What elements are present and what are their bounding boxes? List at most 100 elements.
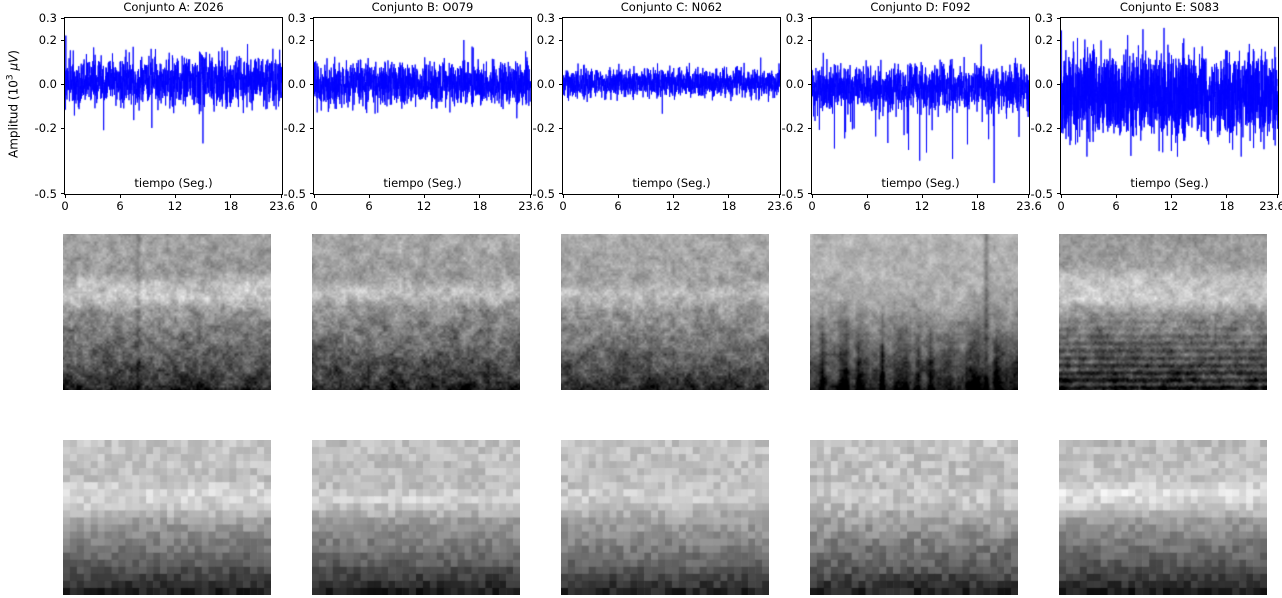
- x-tick-mark: [922, 194, 923, 198]
- y-tick-mark: [61, 128, 65, 129]
- x-tick-label: 23.6: [1259, 199, 1282, 213]
- y-tick-label: 0.2: [785, 33, 804, 47]
- x-axis-label: tiempo (Seg.): [632, 176, 711, 190]
- subplot-panel: Conjunto B: O079 tiempo (Seg.) 0.3 0.2 0…: [284, 0, 544, 595]
- coarse-spectrogram-canvas: [810, 440, 1018, 595]
- y-tick-mark: [61, 18, 65, 19]
- coarse-spectrogram-image: [1059, 440, 1267, 595]
- x-tick-label: 23.6: [767, 199, 793, 213]
- spectrogram-image: [63, 234, 271, 390]
- y-tick-label: -0.5: [283, 187, 306, 201]
- x-tick-mark: [1171, 194, 1172, 198]
- y-tick-mark: [61, 193, 65, 194]
- y-tick-mark: [808, 40, 812, 41]
- x-tick-mark: [779, 194, 780, 198]
- y-tick-mark: [310, 18, 314, 19]
- y-tick-mark: [310, 193, 314, 194]
- y-tick-mark: [808, 84, 812, 85]
- x-axis-label: tiempo (Seg.): [1130, 176, 1209, 190]
- coarse-spectrogram-image: [312, 440, 520, 595]
- x-tick-mark: [281, 194, 282, 198]
- y-tick-label: -0.2: [532, 121, 555, 135]
- coarse-spectrogram-image: [63, 440, 271, 595]
- y-axis-label: Amplitud (103 μV): [6, 50, 21, 158]
- x-tick-mark: [230, 194, 231, 198]
- y-tick-mark: [559, 40, 563, 41]
- x-tick-label: 18: [472, 199, 488, 213]
- x-tick-mark: [867, 194, 868, 198]
- x-tick-label: 18: [721, 199, 737, 213]
- y-tick-label: 0.3: [287, 11, 306, 25]
- x-axis-label: tiempo (Seg.): [383, 176, 462, 190]
- spectrogram-image: [561, 234, 769, 390]
- x-axis-label: tiempo (Seg.): [134, 176, 213, 190]
- y-tick-mark: [1057, 193, 1061, 194]
- y-tick-label: -0.5: [532, 187, 555, 201]
- y-tick-label: 0.0: [536, 77, 555, 91]
- x-tick-mark: [618, 194, 619, 198]
- spectrogram-canvas: [312, 234, 520, 390]
- x-tick-mark: [1277, 194, 1278, 198]
- y-tick-label: 0.0: [287, 77, 306, 91]
- coarse-spectrogram-image: [810, 440, 1018, 595]
- x-tick-label: 0: [1057, 199, 1065, 213]
- x-axis-label: tiempo (Seg.): [881, 176, 960, 190]
- y-tick-mark: [559, 18, 563, 19]
- y-tick-label: -0.5: [1030, 187, 1053, 201]
- y-axis-label-superscript: 3: [5, 74, 16, 81]
- x-tick-mark: [1116, 194, 1117, 198]
- x-tick-mark: [1226, 194, 1227, 198]
- x-tick-label: 0: [61, 199, 69, 213]
- y-axis-label-text: Amplitud (10: [6, 80, 21, 158]
- subplot-title: Conjunto C: N062: [620, 0, 723, 14]
- signal-plot-canvas: [314, 18, 531, 194]
- y-tick-mark: [310, 84, 314, 85]
- y-tick-label: 0.0: [38, 77, 57, 91]
- y-tick-label: 0.2: [536, 33, 555, 47]
- x-tick-mark: [728, 194, 729, 198]
- y-tick-label: 0.0: [1034, 77, 1053, 91]
- x-tick-label: 23.6: [518, 199, 544, 213]
- y-tick-label: -0.2: [283, 121, 306, 135]
- y-tick-mark: [559, 84, 563, 85]
- x-tick-mark: [175, 194, 176, 198]
- y-tick-label: 0.3: [38, 11, 57, 25]
- x-tick-mark: [65, 194, 66, 198]
- y-tick-label: 0.3: [536, 11, 555, 25]
- y-tick-mark: [1057, 84, 1061, 85]
- y-tick-mark: [559, 128, 563, 129]
- x-tick-mark: [977, 194, 978, 198]
- y-tick-label: 0.2: [38, 33, 57, 47]
- x-tick-label: 12: [416, 199, 432, 213]
- x-tick-label: 6: [116, 199, 124, 213]
- subplot-title: Conjunto B: O079: [371, 0, 474, 14]
- coarse-spectrogram-canvas: [561, 440, 769, 595]
- x-tick-label: 12: [167, 199, 183, 213]
- spectrogram-canvas: [63, 234, 271, 390]
- spectrogram-image: [1059, 234, 1267, 390]
- signal-plot-canvas: [563, 18, 780, 194]
- y-tick-mark: [1057, 18, 1061, 19]
- y-tick-mark: [310, 40, 314, 41]
- signal-plot-canvas: [812, 18, 1029, 194]
- x-tick-label: 12: [1163, 199, 1179, 213]
- x-tick-label: 0: [808, 199, 816, 213]
- subplot-panel: Conjunto D: F092 tiempo (Seg.) 0.3 0.2 0…: [782, 0, 1042, 595]
- x-tick-mark: [479, 194, 480, 198]
- y-tick-mark: [559, 193, 563, 194]
- x-tick-label: 12: [665, 199, 681, 213]
- x-tick-mark: [369, 194, 370, 198]
- y-tick-mark: [808, 18, 812, 19]
- y-tick-mark: [1057, 128, 1061, 129]
- coarse-spectrogram-canvas: [63, 440, 271, 595]
- spectrogram-image: [312, 234, 520, 390]
- x-tick-mark: [812, 194, 813, 198]
- x-tick-label: 6: [365, 199, 373, 213]
- spectrogram-canvas: [561, 234, 769, 390]
- spectrogram-image: [810, 234, 1018, 390]
- x-tick-mark: [1028, 194, 1029, 198]
- y-tick-label: 0.0: [785, 77, 804, 91]
- x-tick-mark: [314, 194, 315, 198]
- y-tick-mark: [808, 193, 812, 194]
- signal-plot-canvas: [65, 18, 282, 194]
